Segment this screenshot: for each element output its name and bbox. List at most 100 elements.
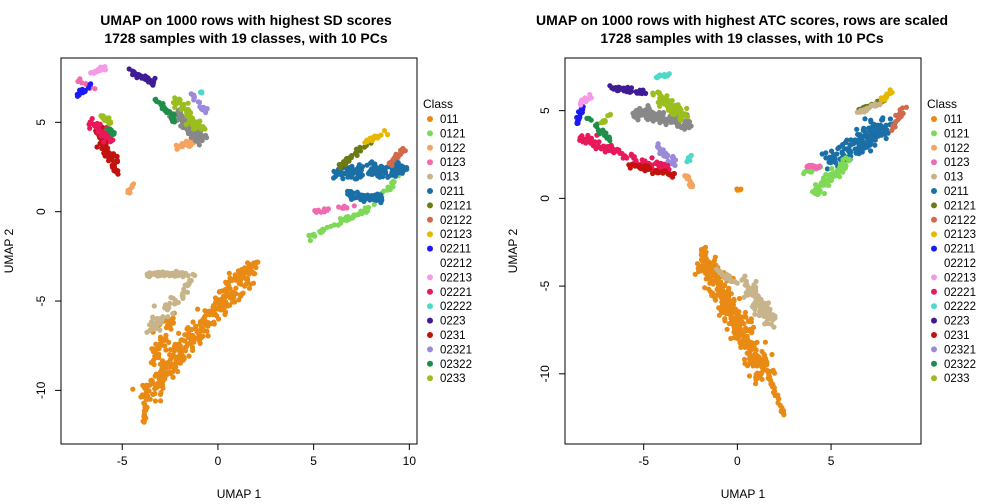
data-point-0231 bbox=[105, 145, 111, 151]
legend-swatch-013 bbox=[931, 173, 937, 180]
data-point-0231 bbox=[115, 168, 121, 174]
data-point-011 bbox=[163, 347, 169, 353]
legend-label-0122: 0122 bbox=[944, 143, 970, 155]
data-point-02322 bbox=[168, 113, 174, 119]
data-point-02213 bbox=[88, 70, 94, 76]
data-point-0121 bbox=[385, 184, 391, 190]
data-point-0121 bbox=[352, 212, 358, 219]
legend-swatch-0122 bbox=[427, 144, 433, 151]
legend-swatch-0211 bbox=[931, 188, 937, 194]
data-point-02211 bbox=[580, 106, 586, 113]
legend-label-013: 013 bbox=[440, 172, 459, 184]
legend-label-0223: 0223 bbox=[944, 316, 970, 328]
data-point-011 bbox=[189, 344, 196, 350]
data-point-011 bbox=[746, 373, 753, 379]
data-point-0123 bbox=[92, 86, 98, 92]
data-point-011 bbox=[186, 353, 192, 359]
data-point-013 bbox=[730, 278, 736, 284]
legend-label-0211: 0211 bbox=[440, 186, 465, 198]
data-point-0211 bbox=[831, 154, 837, 160]
data-point-02212 bbox=[612, 119, 618, 125]
chart-subtitle: 1728 samples with 19 classes, with 10 PC… bbox=[104, 30, 387, 46]
data-point-0233 bbox=[187, 117, 193, 123]
data-point-011 bbox=[753, 351, 759, 358]
data-point-011 bbox=[751, 357, 757, 363]
legend-swatch-02321 bbox=[427, 346, 433, 353]
data-point-02321 bbox=[196, 99, 203, 105]
x-tick-label: -5 bbox=[117, 454, 128, 468]
data-point-0121 bbox=[335, 222, 341, 228]
data-point-011 bbox=[197, 340, 203, 346]
data-point-02213 bbox=[579, 97, 585, 103]
data-point-0223 bbox=[149, 81, 155, 87]
data-point-011 bbox=[247, 263, 253, 269]
data-point-0211 bbox=[887, 116, 893, 122]
data-point-011 bbox=[725, 288, 731, 294]
legend-swatch-02123 bbox=[931, 231, 937, 238]
data-point-02321 bbox=[655, 144, 661, 150]
data-point-0211 bbox=[336, 171, 342, 177]
data-point-0233 bbox=[672, 112, 678, 118]
legend-label-02122: 02122 bbox=[440, 215, 472, 227]
legend-label-02123: 02123 bbox=[944, 229, 976, 241]
data-point-0233 bbox=[664, 93, 670, 99]
data-point-0211 bbox=[872, 142, 878, 148]
data-point-011 bbox=[198, 321, 204, 327]
data-point-011 bbox=[762, 339, 768, 345]
legend-swatch-0233 bbox=[427, 375, 433, 382]
data-point-013 bbox=[749, 290, 755, 297]
data-point-011 bbox=[707, 266, 713, 272]
data-point-011 bbox=[736, 295, 743, 302]
data-point-011 bbox=[185, 341, 191, 347]
data-point-0223 bbox=[643, 90, 649, 96]
data-point-0233 bbox=[177, 100, 183, 106]
data-point-0121 bbox=[821, 190, 827, 197]
data-point-0122 bbox=[183, 139, 189, 146]
data-point-0211 bbox=[392, 173, 398, 179]
data-point-011 bbox=[162, 336, 168, 342]
legend-swatch-02212 bbox=[931, 260, 937, 266]
legend-title: Class bbox=[423, 97, 453, 111]
data-point-011 bbox=[152, 390, 158, 397]
legend-label-02222: 02222 bbox=[440, 301, 472, 313]
data-point-0231 bbox=[112, 161, 118, 167]
data-point-02321 bbox=[670, 159, 676, 165]
data-point-02122 bbox=[903, 104, 909, 110]
data-point-0211 bbox=[361, 198, 367, 204]
data-point-0233 bbox=[98, 113, 104, 119]
data-point-0211 bbox=[884, 127, 890, 133]
chart-title: UMAP on 1000 rows with highest ATC score… bbox=[536, 12, 948, 28]
data-point-02322 bbox=[594, 121, 600, 127]
data-point-02213 bbox=[93, 69, 99, 75]
data-point-0211 bbox=[369, 159, 375, 165]
legend-swatch-02121 bbox=[427, 202, 433, 209]
data-point-02221 bbox=[614, 148, 621, 154]
data-point-0211 bbox=[852, 137, 858, 143]
y-tick-label: -10 bbox=[34, 381, 48, 399]
legend-label-0121: 0121 bbox=[440, 128, 466, 140]
legend-label-0233: 0233 bbox=[944, 373, 970, 385]
umap-sd-panel: UMAP on 1000 rows with highest SD scores… bbox=[2, 12, 472, 501]
data-point-0231 bbox=[111, 168, 117, 174]
data-point-0211 bbox=[370, 196, 376, 202]
legend-swatch-0121 bbox=[427, 130, 433, 137]
data-point-011 bbox=[175, 354, 181, 360]
data-point-011 bbox=[744, 350, 750, 356]
data-point-0233 bbox=[184, 111, 190, 117]
data-point-02121 bbox=[353, 146, 359, 152]
data-point-02121 bbox=[348, 155, 354, 161]
data-point-02122 bbox=[898, 113, 904, 119]
data-point-02221 bbox=[580, 139, 586, 145]
data-point-0123 bbox=[77, 76, 83, 82]
data-point-011 bbox=[753, 381, 759, 387]
data-point-011 bbox=[226, 283, 232, 289]
data-point-011 bbox=[171, 348, 177, 354]
data-point-011 bbox=[156, 341, 162, 347]
data-point-011 bbox=[130, 386, 136, 392]
data-point-011 bbox=[759, 348, 765, 355]
data-point-0123 bbox=[344, 205, 350, 211]
data-point-013 bbox=[151, 303, 157, 309]
chart-title: UMAP on 1000 rows with highest SD scores bbox=[100, 12, 392, 28]
data-point-02221 bbox=[579, 133, 585, 139]
data-point-0233 bbox=[682, 111, 688, 117]
